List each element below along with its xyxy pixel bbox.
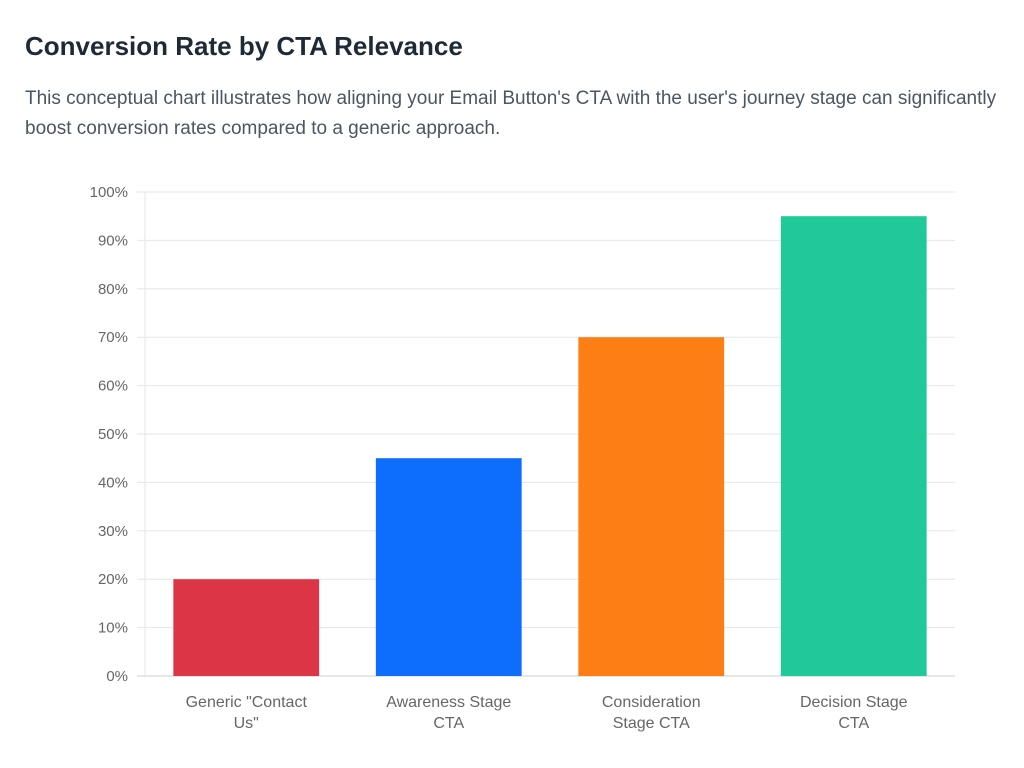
x-category-label: Consideration Stage CTA xyxy=(602,694,701,732)
y-tick-label: 90% xyxy=(98,232,128,249)
y-tick-label: 10% xyxy=(98,620,128,637)
chart-description: This conceptual chart illustrates how al… xyxy=(25,88,997,139)
x-axis-category-labels: Generic "Contact Us" Awareness Stage CTA Con… xyxy=(186,694,908,732)
y-tick-label: 30% xyxy=(98,523,128,540)
bar xyxy=(780,216,927,676)
chart-title: Conversion Rate by CTA Relevance xyxy=(25,31,463,61)
y-tick-label: 80% xyxy=(98,281,128,298)
bar xyxy=(173,579,320,676)
x-category-label: Generic "Contact Us" xyxy=(186,694,308,732)
x-category-label: Decision Stage CTA xyxy=(800,694,908,732)
y-tick-label: 40% xyxy=(98,474,128,491)
y-tick-label: 70% xyxy=(98,329,128,346)
bar xyxy=(578,337,725,676)
y-tick-label: 20% xyxy=(98,571,128,588)
y-tick-label: 50% xyxy=(98,426,128,443)
bar xyxy=(375,458,522,676)
y-tick-label: 60% xyxy=(98,378,128,395)
x-category-label: Awareness Stage CTA xyxy=(386,694,511,732)
y-tick-label: 0% xyxy=(106,668,128,685)
bars xyxy=(173,216,927,676)
y-axis-tick-labels: 0% 10% 20% 30% 40% 50% 60% 70% 80% 90% 100% xyxy=(90,184,128,685)
y-tick-label: 100% xyxy=(90,184,128,201)
